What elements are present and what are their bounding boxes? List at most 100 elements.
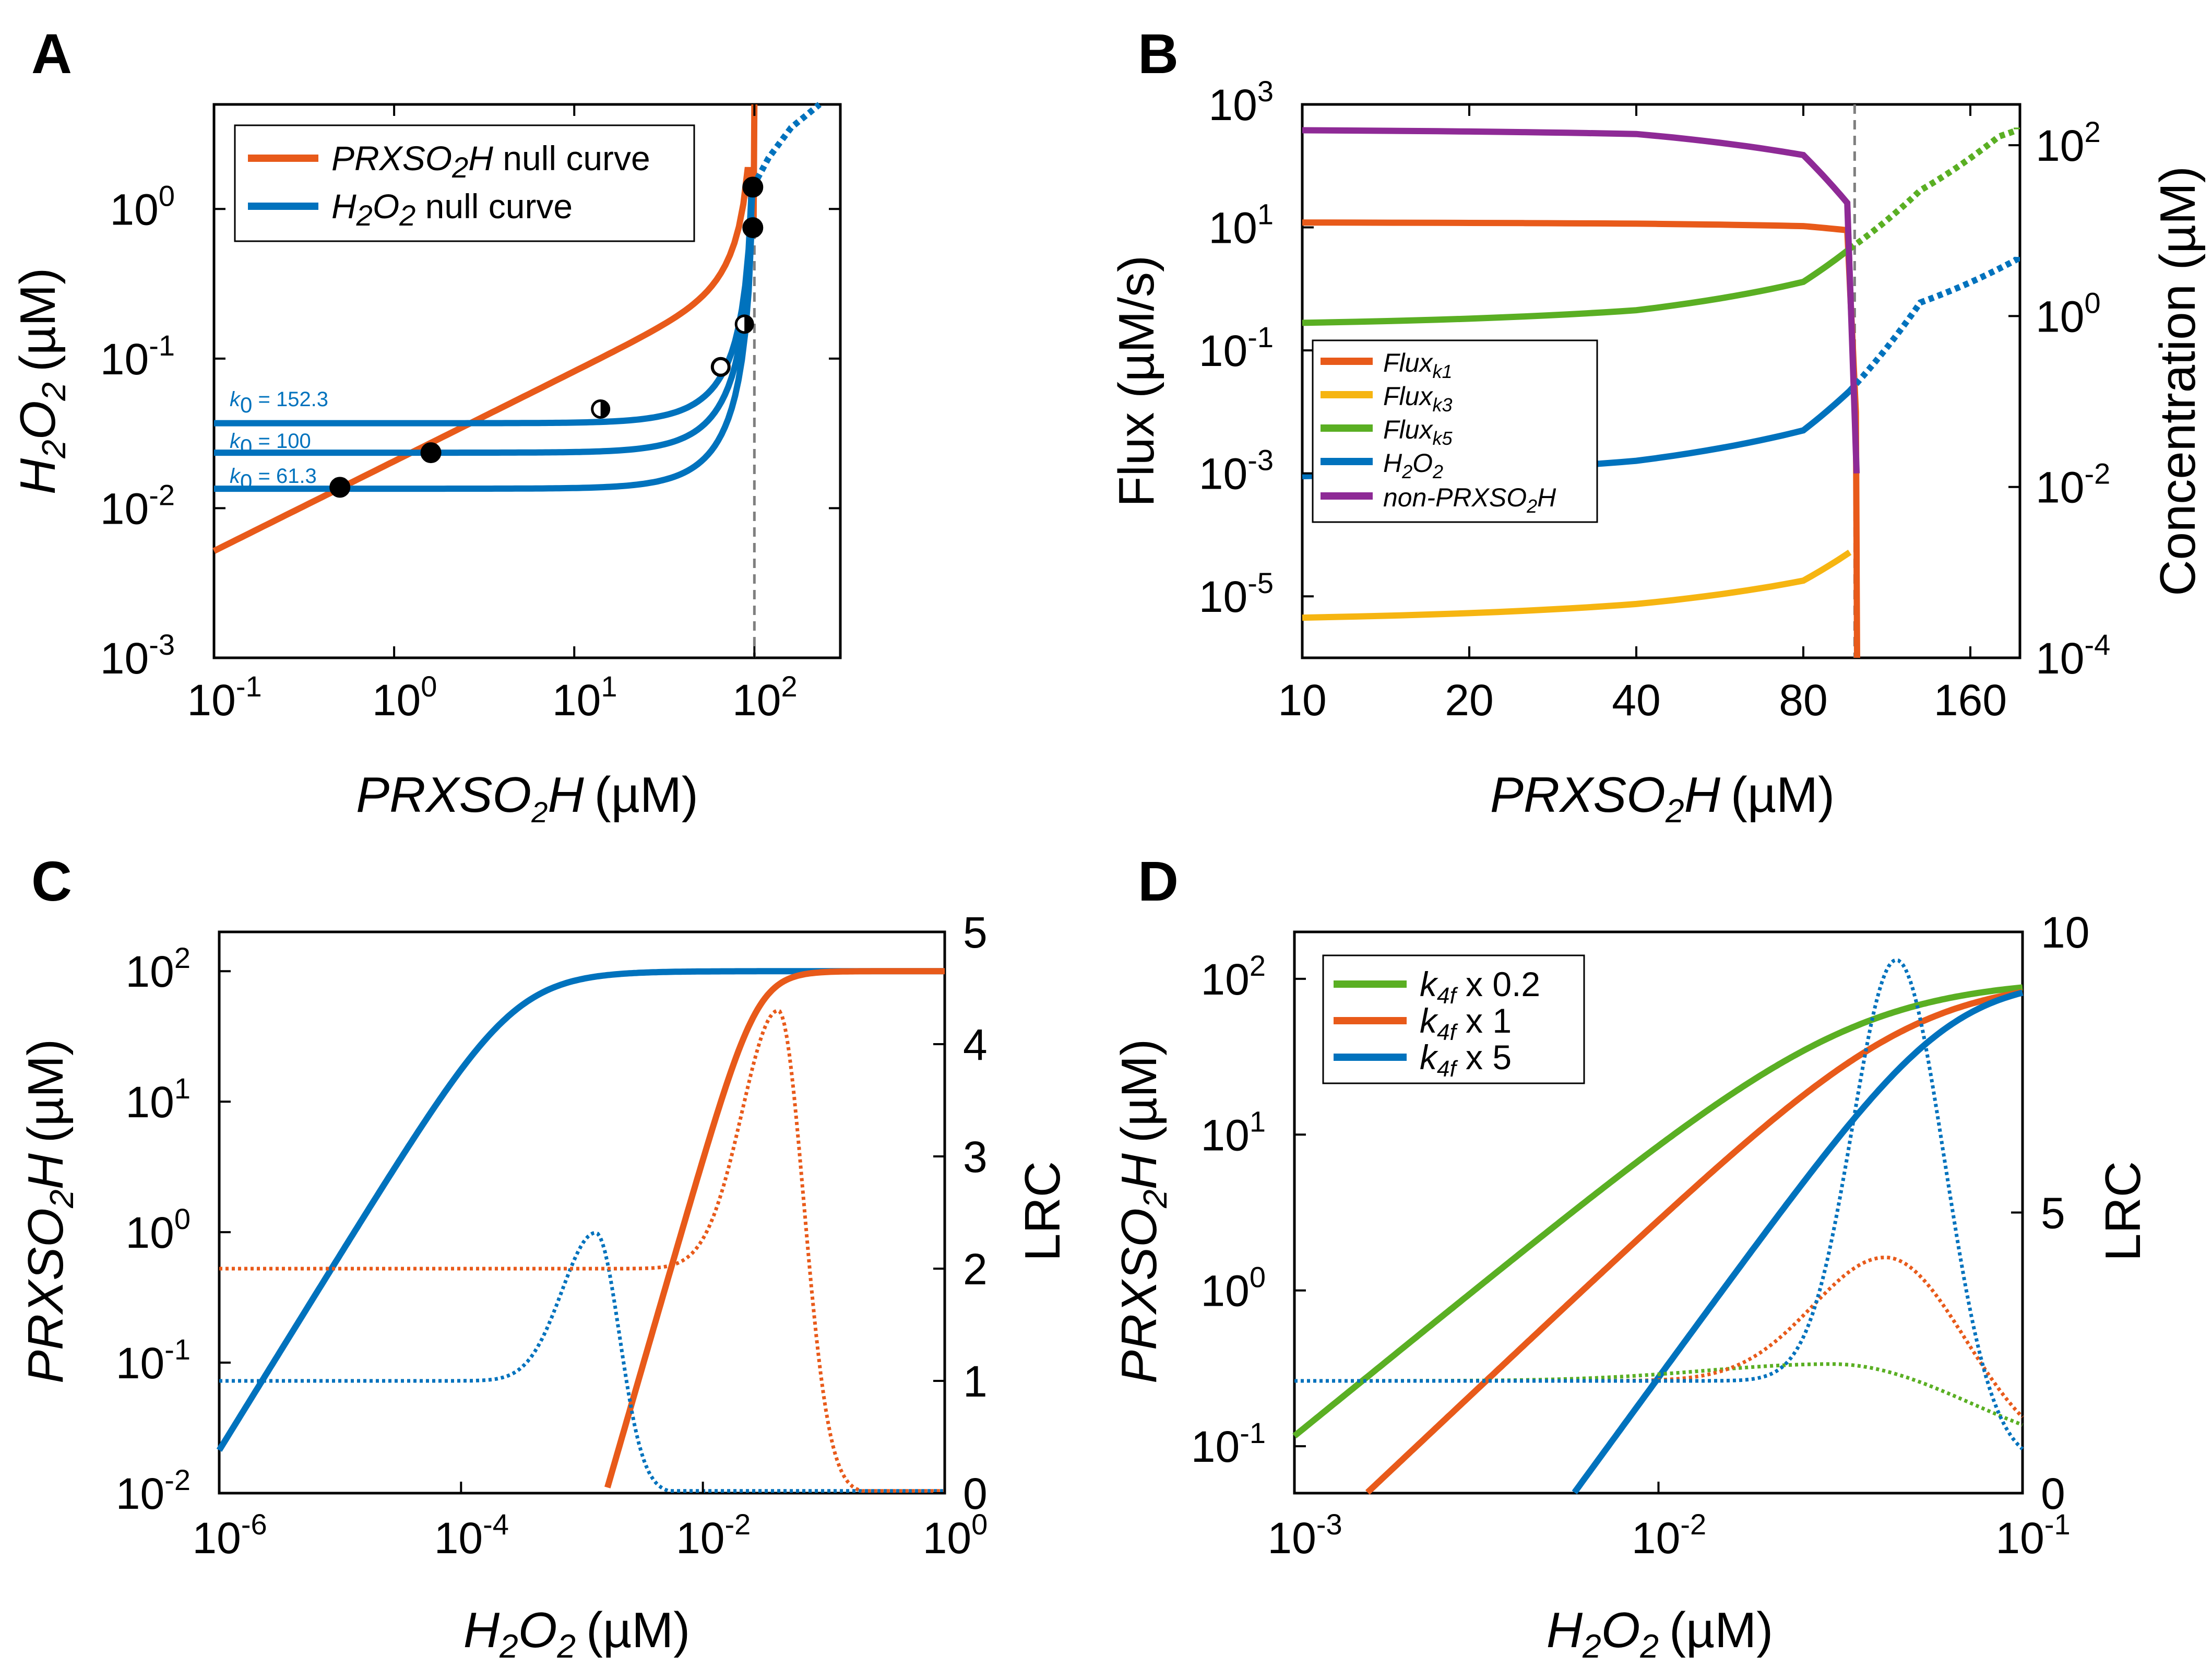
y-tick-label: 10-3 <box>100 628 175 683</box>
series-LRC k4f x 5 <box>1294 958 2024 1451</box>
y-tick-label-right: 1 <box>963 1357 988 1406</box>
x-tick-label: 100 <box>923 1508 988 1563</box>
x-tick-label: 10-1 <box>187 670 261 725</box>
y-tick-label: 100 <box>1200 1261 1266 1316</box>
x-tick-label: 10-3 <box>1267 1508 1342 1563</box>
y-tick-label-right: 100 <box>2036 286 2101 341</box>
panel-c-axes-box <box>218 930 946 1495</box>
y-tick-label-right: 5 <box>963 908 988 957</box>
series-k4f x 0.2 <box>1292 984 2023 1439</box>
series-non-PRXSO2H <box>1302 127 1860 474</box>
y-tick-label: 10-1 <box>100 329 175 384</box>
panel-d-plot-area <box>1292 958 2024 1495</box>
panel-d-ticks: 10-3 10-2 10-1 10-1 100 101 102 0 5 10 <box>1191 908 2090 1563</box>
h2o2-null-curve-100 <box>214 196 755 456</box>
panel-a-xlabel: PRXSO2H (µM) <box>356 767 698 829</box>
panel-a-legend: PRXSO2H null curve H2O2 null curve <box>234 124 695 242</box>
y-tick-label-right: 3 <box>963 1132 988 1181</box>
y-tick-label-right: 4 <box>963 1020 988 1069</box>
panel-b-ylabel-right: Concentration (µM) <box>2150 166 2206 596</box>
y-tick-label-right: 102 <box>2036 115 2101 170</box>
prxso2h-null-curve <box>212 104 758 554</box>
panel-d-legend: k4f x 0.2 k4f x 1 k4f x 5 <box>1322 954 1585 1084</box>
panel-a-legend-box <box>234 124 695 242</box>
legend-label-flux-k3: Fluxk3 <box>1383 382 1453 416</box>
panel-b-xlabel: PRXSO2H (µM) <box>1490 767 1835 830</box>
saddle-node-half <box>600 400 609 418</box>
y-tick-label: 10-2 <box>116 1463 191 1518</box>
y-tick-label: 10-2 <box>100 478 175 533</box>
panel-d-letter: D <box>1138 849 1179 913</box>
x-tick-label: 10-1 <box>1995 1508 2070 1563</box>
panel-c-ylabel: PRXSO2H(µM) <box>18 1039 80 1384</box>
panel-d-xlabel: H2O2 (µM) <box>1547 1602 1773 1665</box>
panel-b: B 10 20 40 80 16010-510-310-110110310-410-21… <box>1109 22 2206 830</box>
series-k4f x 5 <box>1572 989 2024 1495</box>
series-blue-lrc <box>219 1231 945 1493</box>
series-orange-lrc <box>219 1008 945 1493</box>
y-tick-label-right: 2 <box>963 1245 988 1294</box>
x-tick-label: 102 <box>732 670 798 725</box>
x-tick-label: 100 <box>372 670 437 725</box>
panel-b-ticks: 10 20 40 80 160 10-5 10-3 10-1 101 103 10-4 10-2 100… <box>1199 75 2110 725</box>
panel-a-plot-area <box>212 102 822 658</box>
y-tick-label: 10-1 <box>116 1333 191 1388</box>
x-tick-label: 10-4 <box>434 1508 509 1563</box>
panel-c-ticks: 10-6 10-4 10-2 100 10-2 10-1 100 101 102 0 1 2 3 4 5 <box>116 908 988 1563</box>
y-tick-label-left: 10-1 <box>1199 321 1274 375</box>
y-tick-label-right: 0 <box>963 1469 988 1518</box>
legend-label-h2o2-null: H2O2 null curve <box>331 187 573 232</box>
y-tick-label: 101 <box>125 1072 191 1127</box>
panel-c: C 10-6 10-4 10-2 100 10-2 10-1 100 101 102 0 1 2 3 4 5… <box>18 849 1071 1665</box>
h2o2-null-curve-61.3 <box>214 216 755 492</box>
y-tick-label-left: 103 <box>1208 75 1274 129</box>
x-tick-label: 40 <box>1612 676 1660 725</box>
panel-b-axes-box <box>1301 103 2021 659</box>
panel-a: A 10-1 100 101 102 10-3 10-2 10-1 100 k0 = 152.… <box>10 22 842 829</box>
panel-b-legend: Fluxk1 Fluxk3 Fluxk5 H2O2 non-PRXSO2H <box>1312 339 1598 523</box>
panel-d: D 10-3 10-2 10-1 10-1 100 101 102 0 5 10 k4f x 0.… <box>1111 849 2151 1665</box>
y-tick-label: 100 <box>125 1202 191 1257</box>
saddle-node-half <box>744 315 753 333</box>
k0-label-61: k0 = 61.3 <box>230 465 317 494</box>
x-tick-label: 80 <box>1779 676 1827 725</box>
panel-c-letter: C <box>31 849 72 913</box>
unstable-steady-state <box>710 357 731 377</box>
x-tick-label: 10-6 <box>192 1508 267 1563</box>
panel-c-plot-area <box>216 968 945 1493</box>
legend-label-k4f-5: k4f x 5 <box>1420 1038 1512 1082</box>
y-tick-label: 10-1 <box>1191 1416 1266 1471</box>
series-k4f x 1 <box>1365 989 2024 1495</box>
x-tick-label: 160 <box>1934 676 2007 725</box>
series-LRC k4f x 0.2 <box>1294 1362 2024 1427</box>
legend-label-k4f-1: k4f x 1 <box>1420 1001 1512 1045</box>
y-tick-label: 101 <box>1200 1105 1266 1160</box>
k0-label-152: k0 = 152.3 <box>230 388 328 417</box>
series-blue_solid <box>216 968 945 1452</box>
series-orange_solid <box>604 968 945 1488</box>
series-Flux_k3 <box>1302 549 1852 621</box>
k0-label-100: k0 = 100 <box>230 430 311 459</box>
stable-steady-state <box>420 442 442 464</box>
panel-c-ylabel-right: LRC <box>1015 1161 1071 1261</box>
legend-label-non-prxso2h: non-PRXSO2H <box>1383 483 1556 517</box>
h2o2-null-dotted-tail <box>750 102 822 189</box>
y-tick-label-left: 10-5 <box>1199 566 1274 621</box>
series-LRC k4f x 1 <box>1294 1255 2024 1418</box>
panel-d-ylabel: PRXSO2H(µM) <box>1111 1039 1174 1384</box>
legend-label-flux-k5: Fluxk5 <box>1383 415 1453 449</box>
y-tick-label: 102 <box>125 941 191 996</box>
panel-d-ylabel-right: LRC <box>2095 1161 2151 1261</box>
y-tick-label-right: 10 <box>2041 908 2089 957</box>
series-Flux_k5-solid <box>1302 246 1852 326</box>
panel-a-axes-box <box>212 103 842 659</box>
panel-a-ylabel: H2O2(µM) <box>10 268 73 494</box>
panel-c-xlabel: H2O2 (µM) <box>463 1602 690 1665</box>
stable-steady-state <box>329 477 351 498</box>
y-tick-label-right: 5 <box>2041 1189 2065 1238</box>
y-tick-label: 102 <box>1200 949 1266 1004</box>
legend-label-h2o2: H2O2 <box>1383 448 1443 482</box>
stable-steady-state <box>742 217 764 239</box>
x-tick-label: 10-2 <box>676 1508 751 1563</box>
